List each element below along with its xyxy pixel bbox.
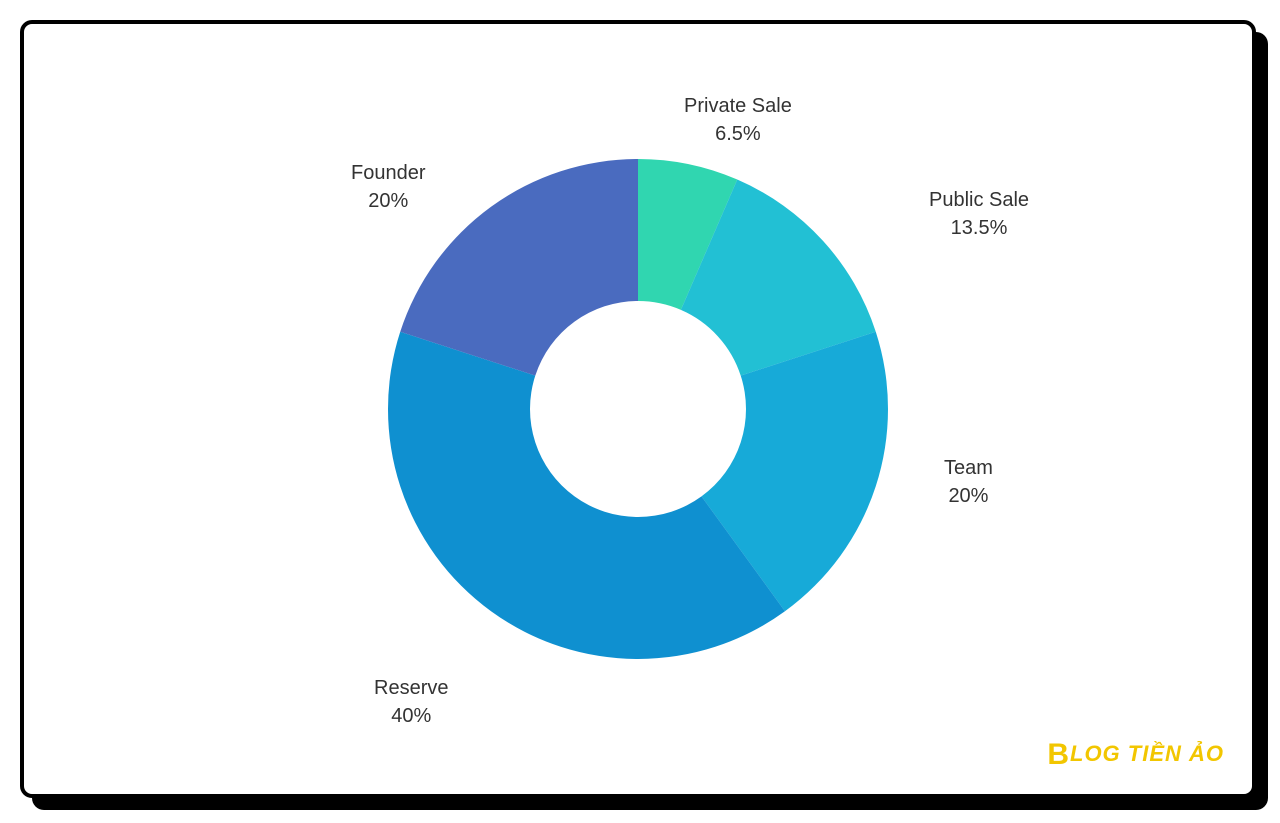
label-private-sale-pct: 6.5%: [684, 120, 792, 148]
label-team-name: Team: [944, 454, 993, 482]
watermark-logo: BLOG TIỀN ẢO BLOG TIỀN ẢO: [1047, 738, 1224, 772]
donut-svg: [388, 159, 888, 659]
label-team: Team 20%: [944, 454, 993, 510]
label-reserve-name: Reserve: [374, 674, 448, 702]
label-public-sale-pct: 13.5%: [929, 214, 1029, 242]
label-public-sale: Public Sale 13.5%: [929, 186, 1029, 242]
label-founder-name: Founder: [351, 159, 426, 187]
donut-chart: [388, 159, 888, 659]
label-founder: Founder 20%: [351, 159, 426, 215]
label-founder-pct: 20%: [351, 187, 426, 215]
watermark-text: BLOG TIỀN ẢO: [1047, 741, 1224, 766]
label-private-sale: Private Sale 6.5%: [684, 92, 792, 148]
label-public-sale-name: Public Sale: [929, 186, 1029, 214]
label-team-pct: 20%: [944, 482, 993, 510]
label-private-sale-name: Private Sale: [684, 92, 792, 120]
chart-frame: Private Sale 6.5% Public Sale 13.5% Team…: [20, 20, 1256, 798]
label-reserve-pct: 40%: [374, 702, 448, 730]
label-reserve: Reserve 40%: [374, 674, 448, 730]
slice-founder: [400, 159, 638, 376]
